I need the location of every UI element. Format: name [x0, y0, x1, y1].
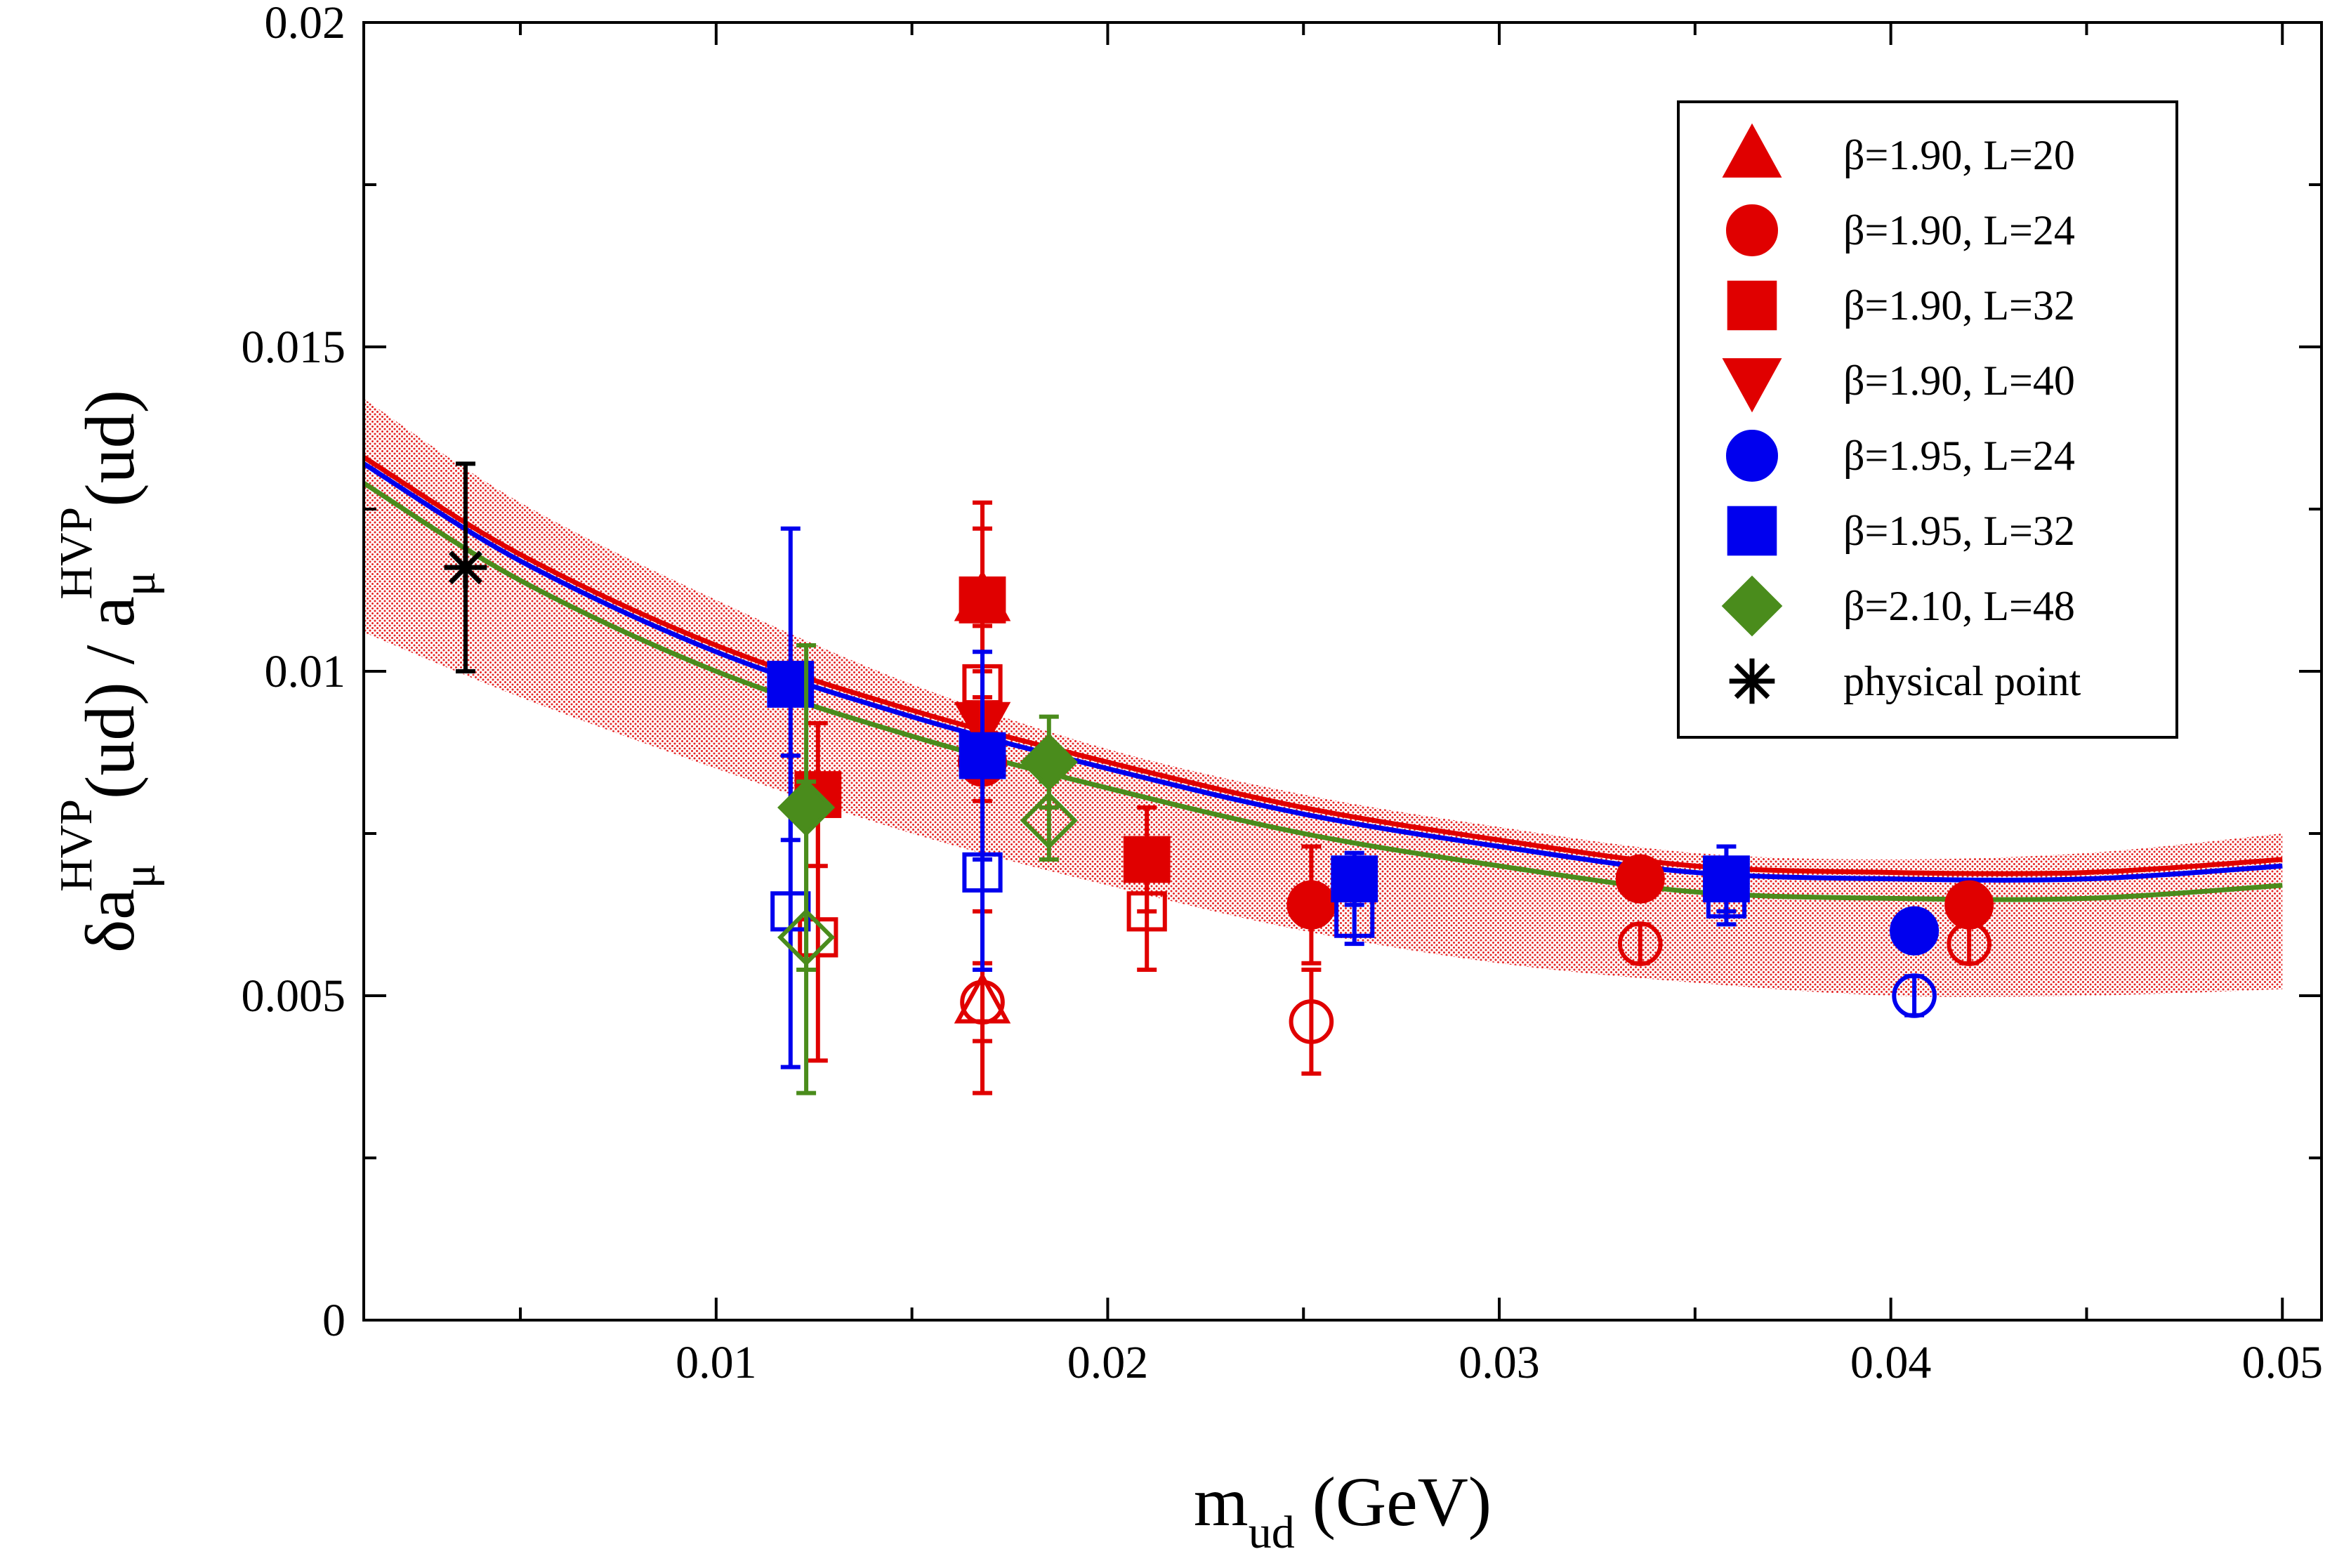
legend-label: β=1.95, L=24	[1843, 433, 2075, 479]
data-point	[444, 461, 487, 673]
y-tick-label: 0.02	[265, 0, 346, 48]
x-tick-label: 0.03	[1459, 1337, 1540, 1388]
data-point	[1892, 973, 1937, 1018]
x-tick-label: 0.05	[2241, 1337, 2323, 1388]
legend-item: β=1.90, L=20	[1722, 123, 2075, 178]
y-tick-label: 0.005	[242, 970, 346, 1022]
marker-square	[959, 576, 1006, 624]
marker-diamond	[777, 908, 836, 966]
y-axis-label: δaμHVP(ud) / aμHVP(ud)	[51, 390, 165, 953]
data-point	[1126, 850, 1167, 973]
x-tick-label: 0.02	[1067, 1337, 1149, 1388]
legend-label: β=1.90, L=32	[1843, 282, 2075, 329]
x-tick-label: 0.04	[1850, 1337, 1932, 1388]
marker-circle	[1617, 921, 1663, 966]
y-tick-label: 0	[322, 1295, 345, 1346]
data-point	[1289, 968, 1334, 1076]
data-point	[1615, 854, 1665, 904]
marker-square	[1126, 891, 1167, 932]
data-point	[962, 772, 1003, 973]
legend-marker-asterisk	[1729, 658, 1775, 704]
marker-square	[798, 917, 838, 958]
legend-item: β=2.10, L=48	[1721, 575, 2075, 637]
legend-label: β=1.90, L=20	[1843, 132, 2075, 178]
legend-marker-triangle-down	[1722, 358, 1782, 413]
x-axis-label: mud (GeV)	[1194, 1463, 1492, 1558]
data-point	[1706, 870, 1747, 927]
legend-label: physical point	[1843, 658, 2081, 704]
y-tick-label: 0.01	[265, 646, 346, 697]
legend-marker-diamond	[1721, 575, 1783, 637]
data-point	[777, 779, 836, 1095]
data-point	[1890, 906, 1940, 956]
data-point	[1947, 921, 1991, 966]
data-point	[1944, 880, 1994, 930]
legend-item: physical point	[1729, 658, 2081, 704]
data-points-layer	[444, 461, 1994, 1095]
marker-circle	[1286, 880, 1336, 930]
error-band	[364, 398, 2283, 997]
legend-label: β=1.95, L=32	[1843, 508, 2075, 554]
legend: β=1.90, L=20 β=1.90, L=24 β=1.90, L=32 β=1.…	[1677, 100, 2178, 739]
legend-marker-circle	[1726, 204, 1778, 256]
data-point	[960, 961, 1005, 1043]
legend-marker-square	[1727, 506, 1777, 556]
marker-diamond	[1020, 791, 1078, 850]
fit-curve-1	[364, 461, 2283, 883]
x-tick-label: 0.01	[676, 1337, 757, 1388]
legend-item: β=1.95, L=24	[1726, 430, 2075, 482]
marker-asterisk	[444, 546, 487, 589]
legend-item: β=1.90, L=24	[1726, 204, 2075, 256]
legend-item: β=1.90, L=32	[1727, 280, 2075, 331]
axis-ticks: 0.01 0.02 0.03 0.04 0.05 0 0.005 0.01 0.015 0.02	[242, 0, 2323, 1388]
data-point	[1334, 890, 1375, 947]
marker-square	[962, 852, 1003, 893]
error-band-layer	[364, 398, 2283, 997]
fit-curve-0	[364, 455, 2283, 876]
data-point	[1020, 779, 1078, 862]
marker-circle	[960, 980, 1005, 1025]
legend-marker-circle	[1726, 430, 1778, 482]
legend-item: β=1.90, L=40	[1722, 357, 2075, 413]
data-point	[1617, 921, 1663, 966]
legend-marker-triangle-up	[1722, 123, 1782, 178]
legend-label: β=2.10, L=48	[1843, 583, 2075, 629]
marker-circle	[1892, 973, 1937, 1018]
marker-square	[1706, 878, 1747, 919]
y-tick-label: 0.015	[242, 322, 346, 373]
marker-square	[1334, 897, 1375, 938]
marker-square	[959, 732, 1006, 779]
legend-label: β=1.90, L=40	[1843, 357, 2075, 404]
data-point	[1286, 844, 1336, 966]
marker-circle	[1615, 854, 1665, 904]
legend-item: β=1.95, L=32	[1727, 506, 2075, 556]
marker-circle	[1890, 906, 1940, 956]
legend-marker-square	[1727, 280, 1777, 331]
marker-circle	[1944, 880, 1994, 930]
marker-circle	[1947, 921, 1991, 966]
legend-label: β=1.90, L=24	[1843, 207, 2075, 253]
legend-box	[1677, 100, 2178, 739]
marker-circle	[1289, 999, 1334, 1044]
